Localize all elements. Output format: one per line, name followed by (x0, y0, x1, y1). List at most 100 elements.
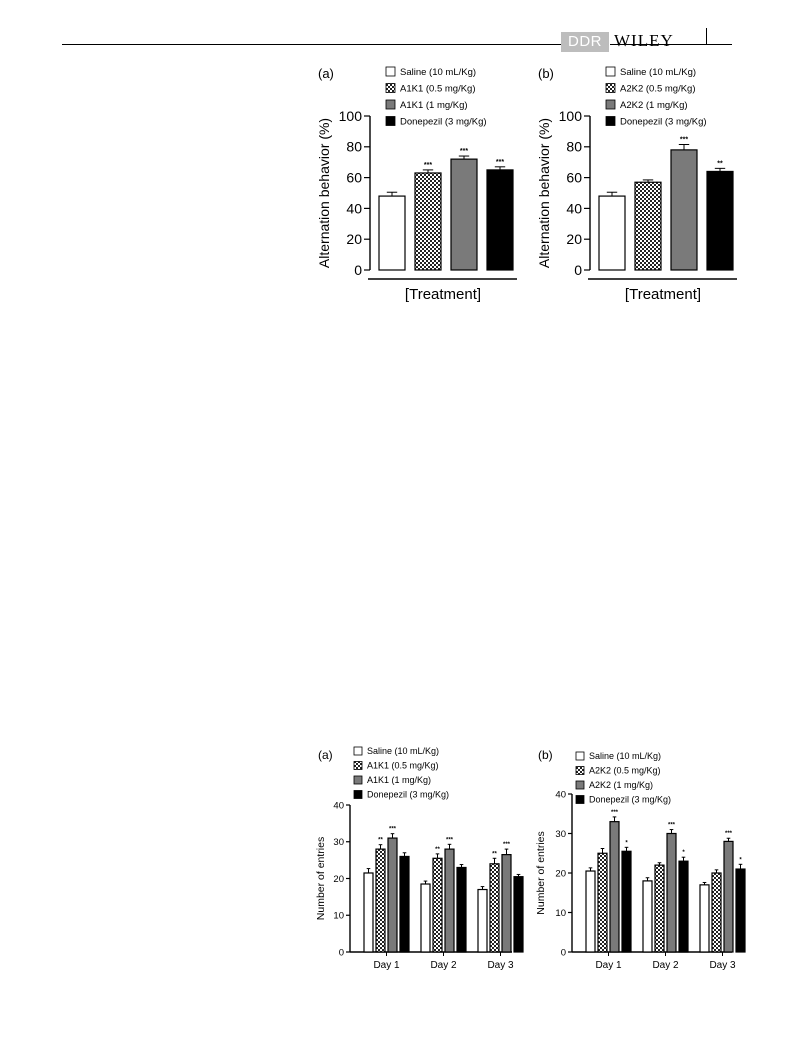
publisher-logo: WILEY (614, 31, 674, 50)
legend-swatch-saline (353, 746, 363, 756)
y-tick-label: 60 (566, 170, 582, 186)
significance-marker: * (625, 840, 628, 846)
bar-high-dose (666, 832, 677, 953)
y-tick-label: 20 (555, 868, 566, 879)
bar-high-dose (609, 821, 620, 953)
x-tick-label: Day 1 (373, 960, 400, 971)
significance-marker: *** (424, 162, 432, 169)
x-tick-label: Day 2 (652, 960, 679, 971)
significance-marker: *** (680, 136, 688, 143)
significance-marker: *** (725, 831, 733, 837)
legend-swatch-high-dose (385, 99, 396, 110)
y-tick-label: 80 (566, 139, 582, 155)
significance-marker: *** (460, 148, 468, 155)
panel-label: (a) (318, 66, 334, 81)
bar-saline (420, 883, 431, 953)
legend-label-donepezil: Donepezil (3 mg/Kg) (400, 117, 487, 128)
bar-donepezil (678, 860, 689, 953)
y-tick-label: 0 (561, 947, 566, 958)
bar-low-dose (375, 848, 386, 953)
significance-marker: *** (389, 827, 397, 833)
bar-high-dose (387, 837, 398, 953)
bar-donepezil (399, 855, 410, 953)
x-tick-label: Day 1 (595, 960, 622, 971)
significance-marker: *** (611, 810, 619, 816)
legend-swatch-donepezil (353, 790, 363, 799)
bar-donepezil (706, 170, 734, 271)
bar-saline (363, 872, 374, 953)
x-axis-label: [Treatment] (625, 286, 701, 303)
panel-label: (b) (538, 66, 554, 81)
header-rule-right (610, 44, 732, 45)
bar-high-dose (501, 854, 512, 953)
x-tick-label: Day 2 (430, 960, 457, 971)
y-tick-label: 100 (339, 108, 363, 124)
bar-donepezil (486, 169, 514, 271)
bar-saline (477, 888, 488, 953)
legend-swatch-high-dose (575, 780, 585, 790)
bar-low-dose (654, 864, 665, 953)
y-tick-label: 40 (566, 200, 582, 216)
y-tick-label: 20 (333, 874, 344, 885)
legend-swatch-low-dose (353, 761, 363, 770)
bar-high-dose (670, 149, 698, 271)
y-tick-label: 0 (339, 947, 344, 958)
legend-swatch-donepezil (575, 795, 585, 804)
figure-1a-chart: (a) Saline (10 mL/Kg) A1K1 (0.5 mg/Kg) A1K1… (316, 66, 517, 303)
y-tick-label: 30 (333, 837, 344, 848)
y-axis-label: Number of entries (315, 837, 327, 920)
legend-label-saline: Saline (10 mL/Kg) (589, 751, 661, 761)
bar-high-dose (450, 158, 478, 271)
legend-label-high-dose: A2K2 (1 mg/Kg) (589, 780, 653, 790)
header-rule (62, 44, 562, 45)
significance-marker: * (739, 857, 742, 863)
bar-donepezil (456, 866, 467, 953)
legend-label-low-dose: A2K2 (0.5 mg/Kg) (589, 766, 661, 776)
legend-swatch-high-dose (605, 99, 616, 110)
legend-label-donepezil: Donepezil (3 mg/Kg) (620, 117, 707, 128)
significance-marker: ** (378, 838, 383, 844)
figure-2b-chart: (b) Saline (10 mL/Kg) A2K2 (0.5 mg/Kg) A2K2… (535, 748, 746, 971)
legend-label-donepezil: Donepezil (3 mg/Kg) (367, 790, 449, 800)
journal-badge: DDR (561, 32, 609, 52)
bar-donepezil (735, 868, 746, 953)
figure-2a-chart: (a) Saline (10 mL/Kg) A1K1 (0.5 mg/Kg) A1K1… (315, 746, 524, 971)
bar-low-dose (414, 172, 442, 271)
legend-swatch-donepezil (605, 116, 616, 126)
y-tick-label: 40 (346, 200, 362, 216)
y-axis-label: Alternation behavior (%) (316, 118, 332, 268)
bar-saline (642, 880, 653, 953)
y-axis-label: Number of entries (535, 831, 547, 914)
bar-saline (598, 195, 626, 271)
bar-low-dose (711, 872, 722, 953)
y-tick-label: 10 (333, 911, 344, 922)
significance-marker: *** (668, 823, 676, 829)
bar-saline (699, 884, 710, 953)
header-tick (706, 28, 707, 44)
legend-label-saline: Saline (10 mL/Kg) (620, 67, 696, 78)
y-tick-label: 0 (574, 262, 582, 278)
significance-marker: *** (496, 159, 504, 166)
legend-swatch-low-dose (385, 83, 396, 93)
y-tick-label: 80 (346, 139, 362, 155)
panel-label: (b) (538, 748, 553, 762)
significance-marker: ** (717, 160, 723, 167)
legend-label-low-dose: A2K2 (0.5 mg/Kg) (620, 84, 696, 95)
legend-swatch-low-dose (605, 83, 616, 93)
panel-label: (a) (318, 748, 333, 762)
legend-swatch-saline (575, 751, 585, 761)
y-tick-label: 30 (555, 829, 566, 840)
bar-saline (378, 195, 406, 271)
y-tick-label: 60 (346, 170, 362, 186)
y-tick-label: 20 (346, 231, 362, 247)
legend-label-high-dose: A1K1 (1 mg/Kg) (400, 100, 468, 111)
bar-high-dose (444, 848, 455, 953)
legend-label-saline: Saline (10 mL/Kg) (367, 746, 439, 756)
legend-swatch-saline (385, 66, 396, 77)
legend-label-high-dose: A1K1 (1 mg/Kg) (367, 775, 431, 785)
y-tick-label: 100 (559, 108, 583, 124)
significance-marker: ** (492, 851, 497, 857)
legend-label-saline: Saline (10 mL/Kg) (400, 67, 476, 78)
bar-low-dose (489, 863, 500, 953)
significance-marker: *** (446, 837, 454, 843)
